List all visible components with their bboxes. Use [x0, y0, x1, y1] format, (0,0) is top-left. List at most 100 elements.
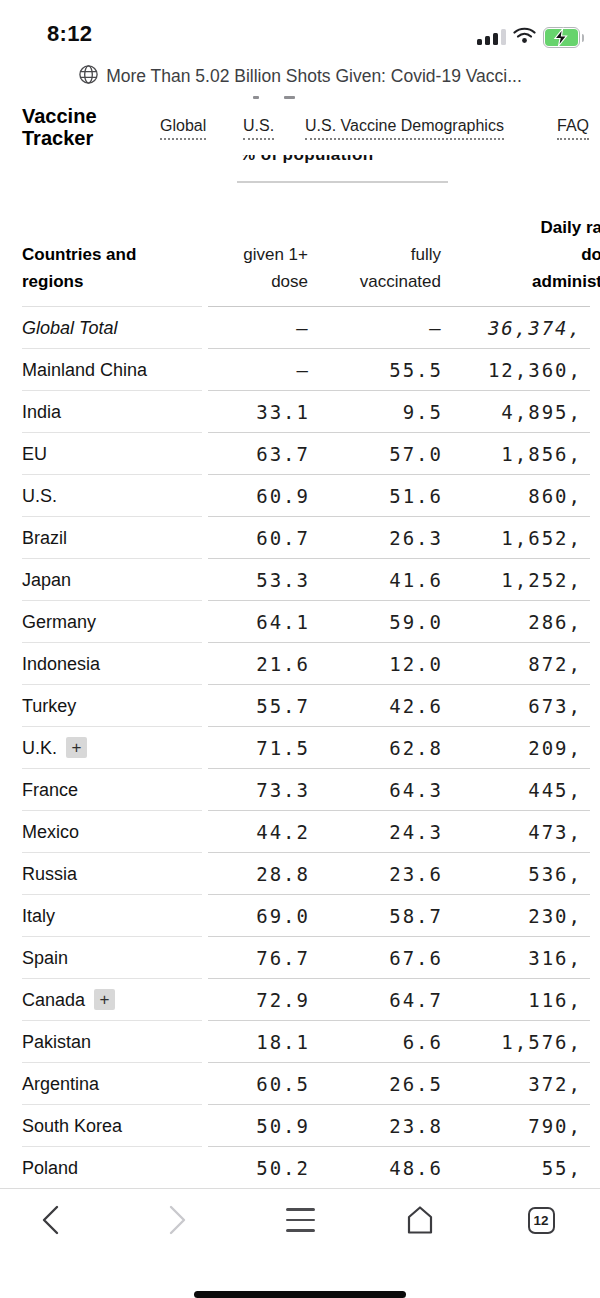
back-chevron-icon: [39, 1203, 61, 1237]
table-row: France 73.3 64.3 445,: [0, 769, 600, 811]
cellular-signal-icon: [477, 29, 507, 45]
table-row: Global Total – – 36,374,: [0, 307, 600, 349]
country-name: Italy: [22, 906, 55, 926]
cell-given-1-dose: –: [160, 349, 310, 391]
unit-selector-label: % of population: [240, 155, 430, 165]
home-button[interactable]: [403, 1203, 437, 1237]
cell-given-1-dose: –: [160, 307, 310, 349]
column-header-given-1-dose: given 1+ dose: [243, 241, 308, 295]
cell-given-1-dose: 60.7: [160, 517, 310, 559]
table-row: Brazil 60.7 26.3 1,652,: [0, 517, 600, 559]
nav-link-us-vaccine-demographics[interactable]: U.S. Vaccine Demographics: [305, 117, 504, 140]
country-name: Germany: [22, 612, 96, 632]
table-row: Italy 69.0 58.7 230,: [0, 895, 600, 937]
country-name: South Korea: [22, 1116, 122, 1136]
cell-daily-rate: 536,: [412, 853, 582, 895]
cell-given-1-dose: 60.9: [160, 475, 310, 517]
hamburger-menu-icon: [286, 1208, 315, 1232]
forward-button[interactable]: [161, 1203, 195, 1237]
cell-daily-rate: 36,374,: [412, 307, 582, 349]
clipped-content-fragment: [253, 96, 259, 99]
cell-daily-rate: 55,: [412, 1147, 582, 1189]
cell-given-1-dose: 60.5: [160, 1063, 310, 1105]
cell-daily-rate: 1,856,: [412, 433, 582, 475]
unit-selector-underline: [237, 181, 448, 183]
nav-link-faq[interactable]: FAQ: [557, 117, 589, 140]
wifi-icon: [513, 27, 536, 48]
table-row: India 33.1 9.5 4,895,: [0, 391, 600, 433]
country-name: Brazil: [22, 528, 67, 548]
clipped-content-fragment: [284, 96, 295, 99]
expand-plus-button[interactable]: +: [66, 737, 87, 758]
nav-link-global[interactable]: Global: [160, 117, 206, 140]
country-name: France: [22, 780, 78, 800]
cell-daily-rate: 230,: [412, 895, 582, 937]
country-name: U.S.: [22, 486, 57, 506]
browser-toolbar: 12: [0, 1188, 600, 1298]
table-row: Indonesia 21.6 12.0 872,: [0, 643, 600, 685]
nav-link-us[interactable]: U.S.: [243, 117, 274, 140]
cell-daily-rate: 1,652,: [412, 517, 582, 559]
cell-given-1-dose: 28.8: [160, 853, 310, 895]
cell-daily-rate: 4,895,: [412, 391, 582, 433]
country-name: EU: [22, 444, 47, 464]
cell-given-1-dose: 50.9: [160, 1105, 310, 1147]
cell-given-1-dose: 53.3: [160, 559, 310, 601]
cell-given-1-dose: 72.9: [160, 979, 310, 1021]
table-row: U.S. 60.9 51.6 860,: [0, 475, 600, 517]
cell-given-1-dose: 71.5: [160, 727, 310, 769]
table-row: Poland 50.2 48.6 55,: [0, 1147, 600, 1189]
country-name: Canada: [22, 990, 85, 1010]
globe-icon: [78, 64, 99, 89]
cell-daily-rate: 286,: [412, 601, 582, 643]
expand-plus-button[interactable]: +: [94, 989, 115, 1010]
country-name: Indonesia: [22, 654, 100, 674]
url-bar[interactable]: More Than 5.02 Billion Shots Given: Covi…: [0, 64, 600, 89]
cell-given-1-dose: 64.1: [160, 601, 310, 643]
battery-charging-icon: [543, 27, 584, 48]
cell-daily-rate: 12,360,: [412, 349, 582, 391]
cell-given-1-dose: 21.6: [160, 643, 310, 685]
column-header-daily-rate: Daily ra do administ: [532, 214, 600, 295]
country-name: Mexico: [22, 822, 79, 842]
country-name: Russia: [22, 864, 77, 884]
table-row: Germany 64.1 59.0 286,: [0, 601, 600, 643]
status-icons: [477, 26, 585, 48]
table-row: Spain 76.7 67.6 316,: [0, 937, 600, 979]
table-row: U.K.+ 71.5 62.8 209,: [0, 727, 600, 769]
forward-chevron-icon: [167, 1203, 189, 1237]
table-row: South Korea 50.9 23.8 790,: [0, 1105, 600, 1147]
cell-daily-rate: 1,252,: [412, 559, 582, 601]
country-name: Mainland China: [22, 360, 147, 380]
cell-daily-rate: 473,: [412, 811, 582, 853]
cell-daily-rate: 316,: [412, 937, 582, 979]
cell-daily-rate: 872,: [412, 643, 582, 685]
cell-daily-rate: 116,: [412, 979, 582, 1021]
table-row: Russia 28.8 23.6 536,: [0, 853, 600, 895]
home-icon: [404, 1204, 436, 1236]
site-brand: Vaccine Tracker: [22, 105, 97, 149]
column-header-fully-vaccinated: fully vaccinated: [360, 241, 441, 295]
home-indicator[interactable]: [194, 1291, 406, 1298]
page-title: More Than 5.02 Billion Shots Given: Covi…: [106, 66, 522, 87]
cell-given-1-dose: 69.0: [160, 895, 310, 937]
cell-given-1-dose: 44.2: [160, 811, 310, 853]
cell-given-1-dose: 50.2: [160, 1147, 310, 1189]
table-row: Turkey 55.7 42.6 673,: [0, 685, 600, 727]
country-name: Poland: [22, 1158, 78, 1178]
country-name: Pakistan: [22, 1032, 91, 1052]
cell-given-1-dose: 76.7: [160, 937, 310, 979]
unit-selector[interactable]: % of population: [240, 155, 430, 167]
table-row: Mexico 44.2 24.3 473,: [0, 811, 600, 853]
country-name: Argentina: [22, 1074, 99, 1094]
table-row: Pakistan 18.1 6.6 1,576,: [0, 1021, 600, 1063]
cell-given-1-dose: 33.1: [160, 391, 310, 433]
tab-count-badge: 12: [528, 1207, 555, 1234]
tabs-button[interactable]: 12: [524, 1203, 558, 1237]
country-name: India: [22, 402, 61, 422]
column-header-countries: Countries and regions: [22, 241, 136, 295]
country-name: Spain: [22, 948, 68, 968]
back-button[interactable]: [33, 1203, 67, 1237]
country-name: Turkey: [22, 696, 76, 716]
menu-button[interactable]: [283, 1203, 317, 1237]
